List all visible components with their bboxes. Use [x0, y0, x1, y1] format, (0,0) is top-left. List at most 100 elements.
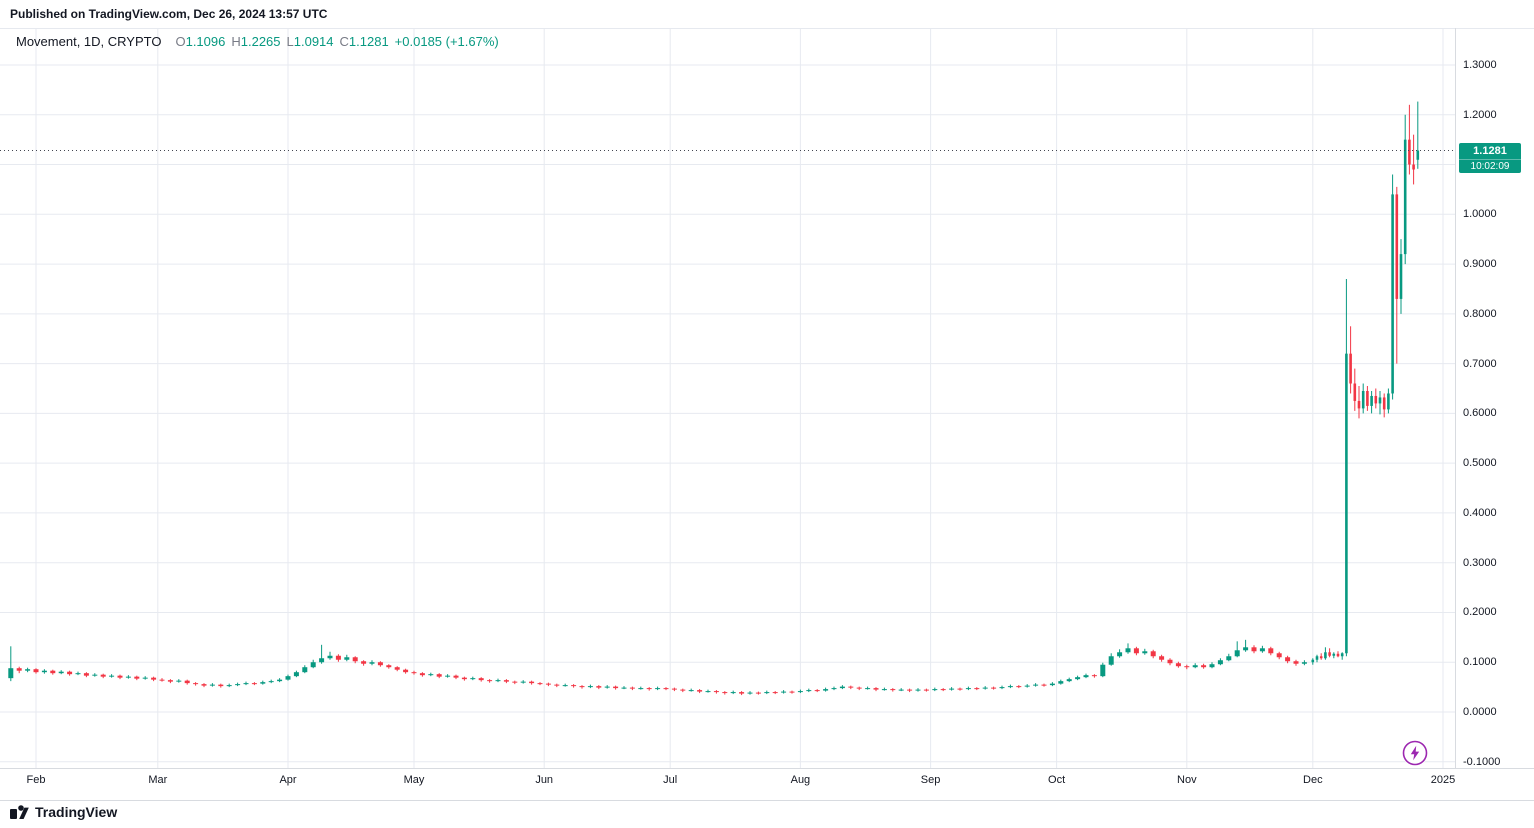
price-axis-label: 0.9000 [1463, 258, 1497, 271]
candle-body [1399, 254, 1403, 299]
candle-body [251, 683, 257, 685]
current-price-value: 1.1281 [1473, 144, 1507, 157]
candle-body [226, 685, 232, 687]
legend-c-label: C [339, 34, 349, 49]
candle-body [1049, 683, 1055, 686]
candle-body [781, 691, 787, 693]
candle-body [176, 680, 182, 682]
candle-body [579, 686, 585, 688]
candle-body [1332, 653, 1336, 656]
candle-body [587, 686, 593, 688]
candle-body [8, 668, 14, 679]
time-axis-label: Apr [279, 774, 297, 786]
candle-body [806, 690, 812, 692]
tradingview-wordmark: TradingView [35, 804, 118, 820]
candle-body [361, 661, 367, 664]
candle-body [403, 669, 409, 673]
price-axis-label: 0.6000 [1463, 407, 1497, 420]
chart-top-border [0, 28, 1534, 29]
candle-body [537, 683, 543, 685]
legend-change: +0.0185 (+1.67%) [394, 34, 499, 49]
legend-o-label: O [175, 34, 186, 49]
candle-body [1150, 651, 1156, 657]
candle-body [1391, 194, 1394, 394]
candle-body [487, 680, 493, 682]
candle-body [268, 681, 274, 683]
candle-body [739, 692, 745, 694]
candle-body [1319, 656, 1323, 659]
candle-body [1395, 194, 1399, 299]
candle-body [571, 685, 577, 687]
candle-body [1315, 656, 1319, 660]
candle-body [1033, 684, 1039, 686]
candle-body [352, 657, 358, 662]
price-chart[interactable] [0, 28, 1455, 768]
candle-body [1133, 648, 1139, 654]
candle-body [1100, 664, 1106, 677]
candlestick-canvas[interactable] [0, 28, 1455, 768]
time-axis-label: 2025 [1430, 774, 1456, 786]
time-axis-label: Feb [26, 774, 46, 786]
candle-body [167, 680, 173, 682]
candle-body [142, 677, 148, 679]
candle-body [235, 684, 241, 686]
candle-body [1192, 665, 1198, 668]
candle-body [327, 655, 333, 659]
candle-body [16, 668, 22, 671]
published-line: Published on TradingView.com, Dec 26, 20… [10, 7, 328, 21]
candle-body [1251, 647, 1257, 652]
price-axis-label: -0.1000 [1463, 755, 1501, 768]
candle-body [1024, 685, 1030, 687]
candle-body [1324, 652, 1327, 659]
candle-body [1378, 397, 1382, 404]
candle-body [974, 688, 980, 690]
candle-body [445, 675, 451, 677]
candle-body [310, 662, 316, 668]
candle-body [50, 670, 56, 674]
legend-ohlc: O1.1096 H1.2265 L1.0914 C1.1281 [169, 34, 388, 49]
candle-body [764, 692, 770, 694]
candle-body [848, 686, 854, 688]
candle-body [1361, 390, 1365, 409]
candle-body [747, 692, 753, 694]
candle-body [1209, 664, 1215, 668]
candle-body [285, 676, 291, 680]
candle-body [1016, 686, 1022, 688]
candle-body [772, 692, 778, 694]
candle-body [613, 686, 619, 689]
price-axis-label: 0.5000 [1463, 457, 1497, 470]
candle-body [201, 684, 207, 686]
candle-body [1366, 390, 1369, 406]
candle-body [831, 688, 837, 690]
lightning-stamp-icon [1402, 740, 1428, 766]
chart-legend: Movement, 1D, CRYPTO O1.1096 H1.2265 L1.091… [16, 34, 499, 49]
candle-body [428, 674, 434, 676]
price-axis[interactable]: 1.3000 1.2000 1.0000 0.9000 0.8000 0.7000 0.60… [1455, 28, 1534, 768]
legend-l-value: 1.0914 [293, 34, 334, 49]
price-axis-label: 0.2000 [1463, 606, 1497, 619]
candle-body [495, 680, 501, 682]
candle-body [823, 689, 829, 691]
candle-body [999, 687, 1005, 689]
candle-body [873, 688, 879, 690]
candle-body [881, 689, 887, 691]
candle-body [1125, 648, 1131, 653]
candle-body [814, 690, 820, 692]
candle-body [1217, 660, 1223, 665]
time-axis-label: Jun [535, 774, 554, 786]
tradingview-logo[interactable]: TradingView [10, 804, 117, 820]
candle-body [41, 670, 47, 673]
candle-body [1142, 651, 1148, 654]
candle-body [159, 679, 165, 681]
candle-body [503, 680, 509, 682]
candle-body [1268, 648, 1274, 654]
candle-body [1416, 150, 1420, 160]
time-axis-label: Aug [790, 774, 811, 786]
time-axis[interactable]: Feb Mar Apr May Jun Jul Aug Sep Oct Nov Dec 2025 [0, 769, 1534, 799]
candle-body [512, 681, 518, 683]
candle-body [1259, 648, 1265, 652]
candle-body [907, 689, 913, 691]
candle-body [1412, 164, 1415, 170]
candle-body [1091, 675, 1097, 677]
time-axis-label: Jul [663, 774, 678, 786]
